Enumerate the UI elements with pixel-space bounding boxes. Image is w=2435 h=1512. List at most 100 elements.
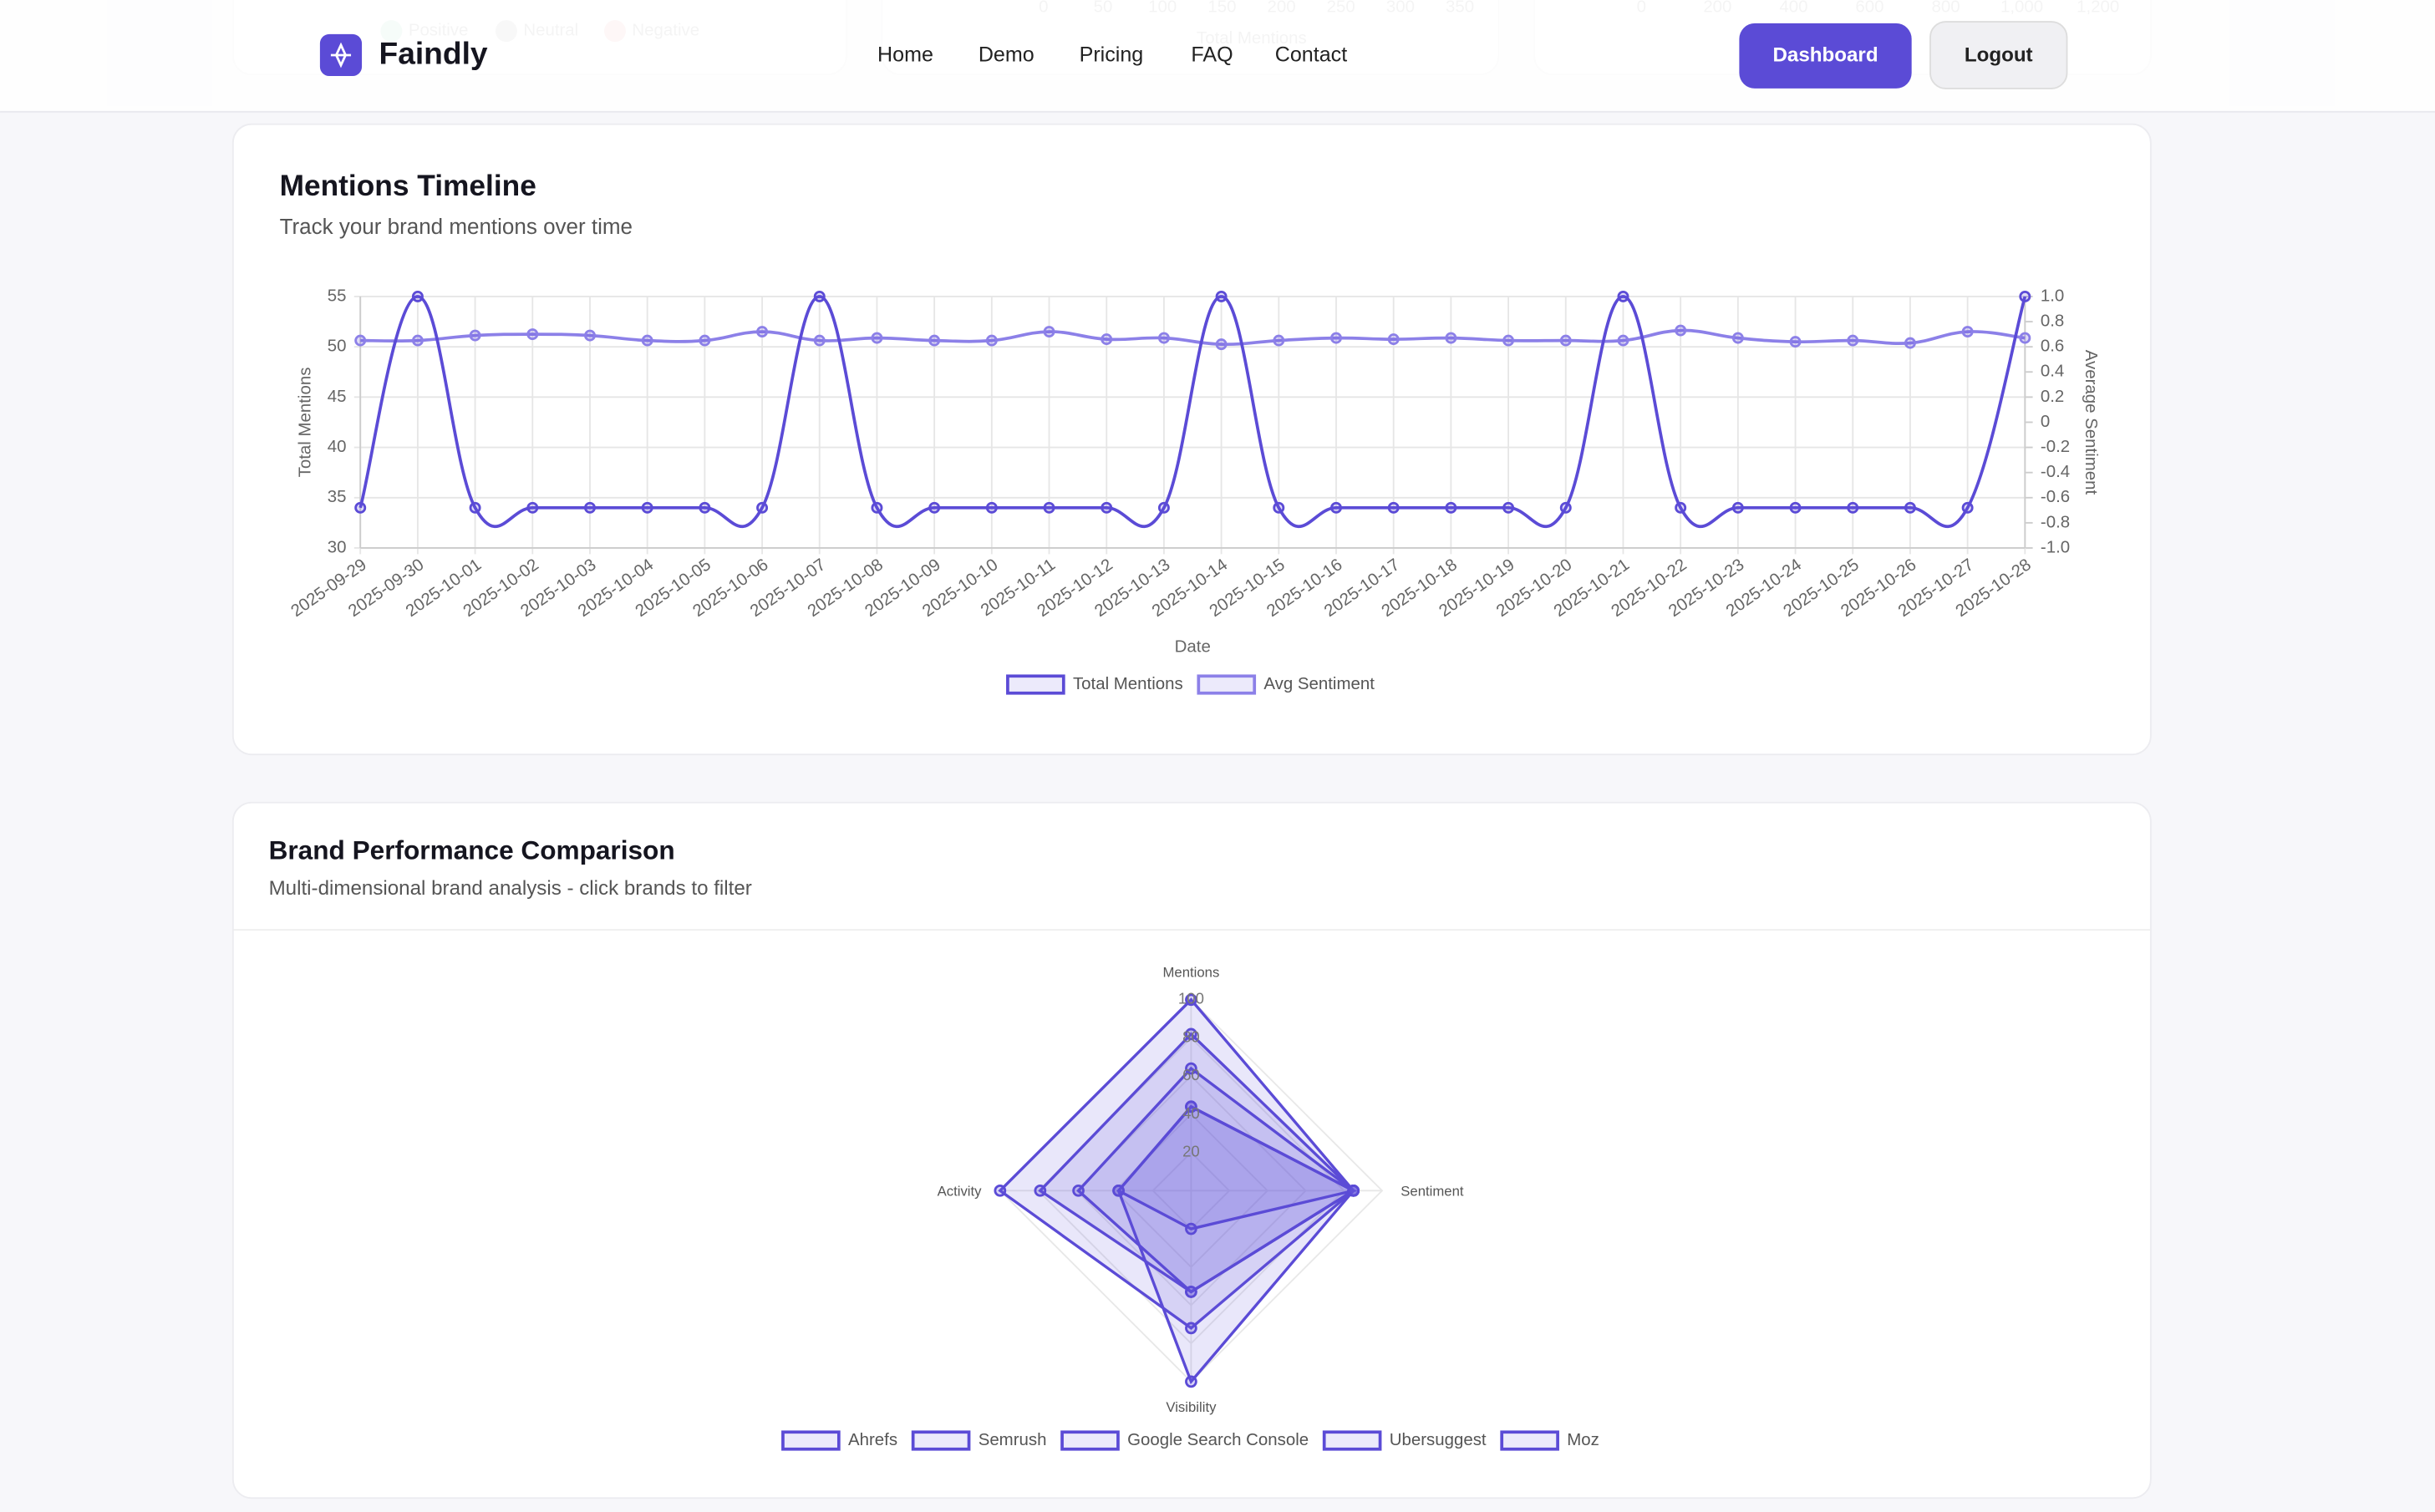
point	[1101, 333, 1113, 346]
y2-tick-label: 0	[2041, 412, 2050, 431]
y2-tick-label: -0.6	[2041, 487, 2070, 506]
point	[1904, 337, 1916, 349]
point	[1502, 334, 1515, 347]
point	[1185, 1286, 1197, 1298]
r-tick-label: 20	[1182, 1143, 1200, 1160]
point	[1961, 326, 1974, 338]
series-line	[360, 328, 2026, 347]
point	[813, 334, 826, 347]
point	[1185, 1375, 1197, 1388]
point	[1112, 1184, 1125, 1197]
legend-label[interactable]: Ubersuggest	[1390, 1430, 1487, 1449]
logout-button[interactable]	[1929, 21, 2068, 89]
point	[641, 334, 653, 347]
nav-link[interactable]: Home	[877, 43, 933, 67]
legend-label[interactable]: Moz	[1567, 1430, 1599, 1449]
point	[354, 334, 367, 347]
point	[1731, 332, 1744, 344]
axis-label: Activity	[938, 1184, 983, 1200]
logo-glyph	[330, 42, 352, 68]
card-subtitle: Multi-dimensional brand analysis - click…	[269, 877, 752, 900]
nav-link[interactable]: Demo	[979, 43, 1034, 67]
point	[1445, 501, 1457, 514]
point	[1185, 1027, 1197, 1041]
card-title: Mentions Timeline	[280, 170, 536, 202]
point	[1215, 290, 1228, 302]
point	[1273, 501, 1285, 514]
point	[354, 501, 367, 514]
nav-link[interactable]: FAQ	[1191, 43, 1233, 67]
point	[1273, 334, 1285, 347]
point	[411, 290, 424, 302]
point	[641, 501, 653, 514]
point	[1185, 1062, 1197, 1075]
point	[1387, 501, 1400, 514]
legend-swatch	[1060, 1430, 1120, 1451]
point	[756, 326, 769, 338]
point	[985, 334, 998, 347]
point	[1330, 332, 1342, 344]
point	[928, 501, 941, 514]
dashboard-label[interactable]: Dashboard	[1772, 43, 1878, 66]
timeline-card	[231, 123, 2152, 756]
logout-label[interactable]: Logout	[1965, 43, 2033, 66]
y2-tick-label: 0.4	[2041, 362, 2064, 381]
point	[1215, 338, 1228, 351]
point	[1731, 501, 1744, 514]
r-tick-label: 80	[1182, 1027, 1200, 1045]
nav-link[interactable]: Contact	[1275, 43, 1347, 67]
point	[1072, 1184, 1085, 1197]
point	[584, 501, 596, 514]
r-tick-label: 60	[1182, 1066, 1200, 1083]
y2-tick-label: 0.6	[2041, 337, 2064, 356]
brand[interactable]: Faindly	[379, 36, 488, 71]
axis-label: Visibility	[1166, 1399, 1217, 1415]
point	[1185, 1222, 1197, 1235]
point	[871, 332, 883, 344]
point	[1847, 501, 1859, 514]
point	[2019, 332, 2031, 344]
point	[1675, 324, 1687, 337]
r-tick-label: 40	[1182, 1104, 1200, 1122]
y2-tick-label: 0.8	[2041, 311, 2064, 330]
point	[1101, 501, 1113, 514]
point	[1347, 1184, 1360, 1197]
point	[1043, 501, 1055, 514]
y-axis-title: Total Mentions	[296, 368, 315, 478]
point	[1034, 1184, 1047, 1197]
series-area	[1076, 1066, 1356, 1294]
point	[584, 329, 596, 342]
nav-link[interactable]: Pricing	[1080, 43, 1144, 67]
point	[699, 334, 711, 347]
legend-label[interactable]: Total Mentions	[1073, 674, 1183, 693]
point	[1559, 334, 1572, 347]
legend-swatch	[1322, 1430, 1382, 1451]
legend-label[interactable]: Ahrefs	[848, 1430, 897, 1449]
legend-label[interactable]: Google Search Console	[1127, 1430, 1309, 1449]
legend-label[interactable]: Semrush	[979, 1430, 1047, 1449]
x-axis-title: Date	[1175, 637, 1211, 656]
point	[994, 1184, 1007, 1197]
point	[1904, 501, 1916, 514]
point	[1617, 290, 1629, 302]
point	[1157, 332, 1170, 344]
y-tick-label: 50	[328, 337, 347, 356]
point	[1847, 334, 1859, 347]
y-tick-label: 45	[328, 387, 347, 406]
point	[1043, 326, 1055, 338]
point	[985, 501, 998, 514]
dashboard-button[interactable]	[1739, 23, 1912, 89]
point	[813, 290, 826, 302]
series-line	[358, 295, 2027, 529]
point	[1157, 501, 1170, 514]
y-tick-label: 30	[328, 537, 347, 556]
point	[928, 334, 941, 347]
axis-label: Mentions	[1162, 965, 1219, 981]
y2-tick-label: -0.8	[2041, 512, 2070, 531]
point	[1185, 1100, 1197, 1114]
y2-axis-title: Average Sentiment	[2082, 350, 2101, 495]
legend-label[interactable]: Avg Sentiment	[1263, 674, 1375, 693]
axis-label: Sentiment	[1401, 1184, 1464, 1200]
y2-tick-label: -1.0	[2041, 537, 2070, 556]
